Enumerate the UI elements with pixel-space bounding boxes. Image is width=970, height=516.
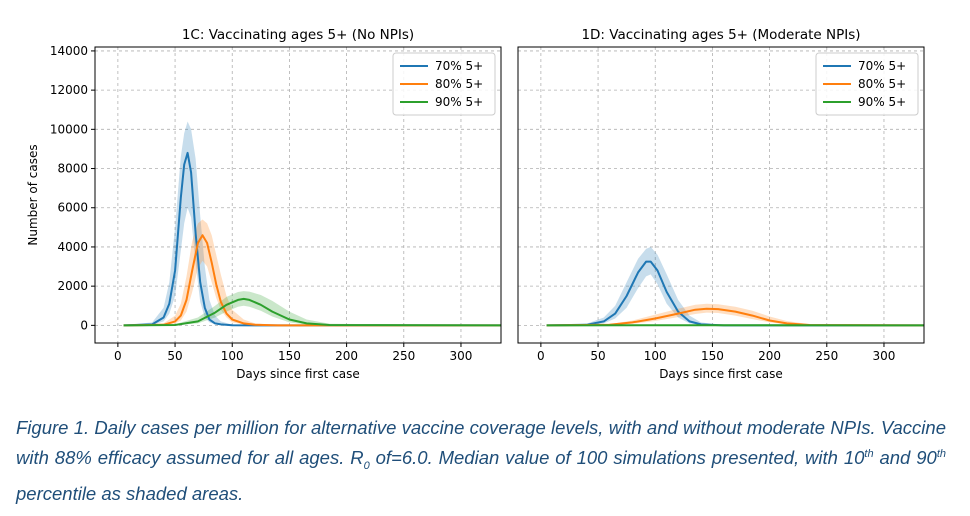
series-line [123,151,501,327]
caption-text-3: and 90 [873,447,937,469]
percentile-band [123,219,501,326]
series-line [546,307,925,327]
y-tick-label: 10000 [50,122,88,136]
x-tick-label: 300 [873,349,896,363]
series-line [123,234,501,327]
x-tick-label: 100 [221,349,244,363]
series-line [123,297,502,327]
legend-entry: 70% 5+ [858,59,906,73]
y-tick-label: 6000 [57,201,88,215]
y-axis-label: Number of cases [26,144,40,245]
legend-entry: 70% 5+ [435,59,483,73]
x-tick-label: 250 [815,349,838,363]
series-line [546,260,924,327]
y-tick-label: 8000 [57,162,88,176]
y-tick-label: 12000 [50,83,88,97]
legend: 70% 5+ 80% 5+ 90% 5+ [392,52,496,116]
y-tick-label: 2000 [57,279,88,293]
y-tick-label: 0 [80,318,88,332]
x-tick-label: 0 [537,349,545,363]
caption-superscript-2: th [936,448,946,460]
chart-panel-1: 0 50 100 150 200 250 300 0 2000 4000 6000 8000 10000… [26,27,502,381]
x-tick-label: 100 [644,349,667,363]
chart-title: 1D: Vaccinating ages 5+ (Moderate NPIs) [581,27,860,43]
legend: 70% 5+ 80% 5+ 90% 5+ [815,52,919,116]
legend-box [392,52,496,116]
y-tick-label: 4000 [57,240,88,254]
chart-title: 1C: Vaccinating ages 5+ (No NPIs) [182,27,414,43]
plot-frame [517,46,925,344]
x-tick-label: 50 [167,349,182,363]
x-tick-label: 200 [335,349,358,363]
caption-subscript: 0 [363,459,370,472]
x-tick-label: 200 [758,349,781,363]
legend-entry: 90% 5+ [435,95,483,109]
plot-frame [94,46,502,344]
percentile-band [546,246,924,326]
caption-text-1: Figure 1. Daily cases per million for al… [16,417,946,469]
x-tick-label: 0 [114,349,122,363]
x-axis-label: Days since first case [236,367,360,381]
y-tick-label: 14000 [50,44,88,58]
figure-caption: Figure 1. Daily cases per million for al… [16,414,946,507]
caption-superscript-1: th [864,448,874,460]
x-tick-label: 250 [392,349,415,363]
legend-entry: 90% 5+ [858,95,906,109]
legend-box [815,52,919,116]
x-tick-label: 150 [278,349,301,363]
caption-text-4: percentile as shaded areas. [16,482,244,504]
caption-text-2: of=6.0. Median value of 100 simulations … [369,447,865,469]
x-axis-label: Days since first case [659,367,783,381]
percentile-band [123,121,501,326]
legend-entry: 80% 5+ [435,77,483,91]
chart-panel-2: 0 50 100 150 200 250 300 1D: Vaccinating ages 5… [517,27,925,381]
legend-entry: 80% 5+ [858,77,906,91]
x-tick-label: 300 [450,349,473,363]
x-tick-label: 50 [590,349,605,363]
x-tick-label: 150 [701,349,724,363]
figure-charts: 0 50 100 150 200 250 3000200040006000800010000… [26,27,925,381]
